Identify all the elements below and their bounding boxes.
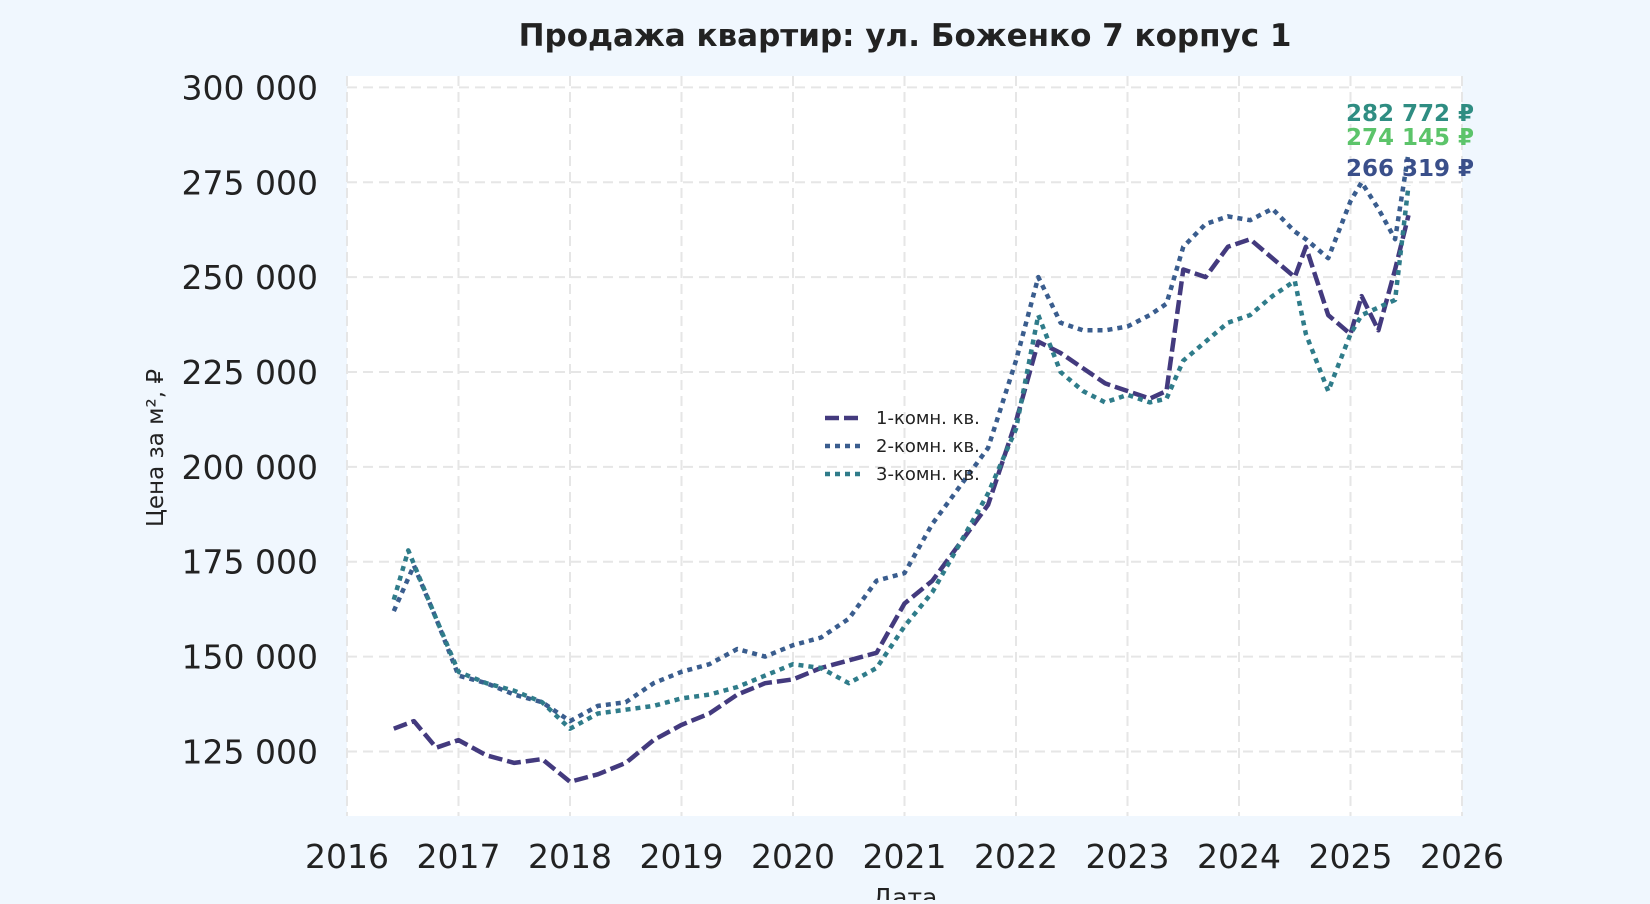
x-tick-label: 2026 xyxy=(1420,837,1504,876)
y-tick-label: 175 000 xyxy=(182,543,318,582)
legend-label: 2-комн. кв. xyxy=(876,436,980,457)
end-label: 274 145 ₽ xyxy=(1346,125,1474,151)
y-tick-label: 200 000 xyxy=(182,448,318,487)
x-tick-label: 2018 xyxy=(528,837,612,876)
legend-label: 3-комн. кв. xyxy=(876,464,980,485)
series-line-2 xyxy=(391,152,1411,724)
legend-label: 1-комн. кв. xyxy=(876,408,980,429)
x-axis-label: Дата xyxy=(873,883,938,900)
y-tick-label: 150 000 xyxy=(182,638,318,677)
x-tick-labels: 2016 2017 2018 2019 2020 2021 2022 2023 2024 2025… xyxy=(305,837,1504,876)
series-line-1 xyxy=(393,214,1411,785)
end-labels: 282 772 ₽274 145 ₽ 266 319 ₽ xyxy=(1346,101,1474,182)
legend: 1-комн. кв. 2-комн. кв. 3-комн. кв. xyxy=(825,408,980,485)
y-tick-label: 225 000 xyxy=(182,353,318,392)
end-label: 266 319 ₽ xyxy=(1346,156,1474,182)
x-tick-label: 2025 xyxy=(1309,837,1393,876)
y-axis-label: Цена за м², ₽ xyxy=(143,369,169,527)
x-tick-label: 2020 xyxy=(751,837,835,876)
x-tick-label: 2024 xyxy=(1197,837,1281,876)
x-tick-label: 2022 xyxy=(974,837,1058,876)
x-tick-label: 2016 xyxy=(305,837,389,876)
chart-title: Продажа квартир: ул. Боженко 7 корпус 1 xyxy=(519,18,1292,54)
y-tick-label: 300 000 xyxy=(182,68,318,107)
y-tick-label: 250 000 xyxy=(182,258,318,297)
x-tick-label: 2023 xyxy=(1086,837,1170,876)
y-tick-labels: 125 000 150 000 175 000 200 000 225 000 250 0… xyxy=(182,68,318,771)
x-tick-label: 2021 xyxy=(863,837,947,876)
x-tick-label: 2019 xyxy=(640,837,724,876)
end-label: 282 772 ₽ xyxy=(1346,101,1474,127)
y-tick-label: 125 000 xyxy=(182,732,318,771)
y-tick-label: 275 000 xyxy=(182,163,318,202)
x-tick-label: 2017 xyxy=(417,837,501,876)
grid xyxy=(346,76,1463,816)
series-layer xyxy=(391,152,1411,785)
